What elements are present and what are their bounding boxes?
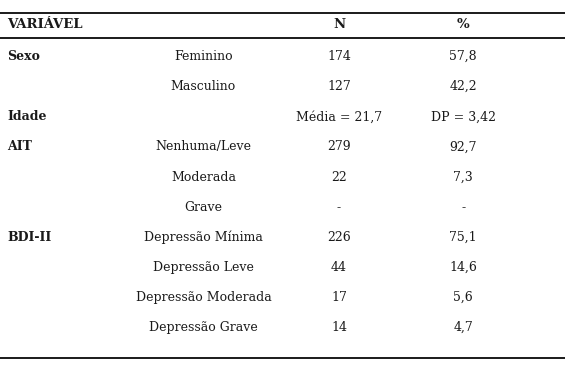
Text: 42,2: 42,2 [450,80,477,93]
Text: Depressão Grave: Depressão Grave [149,321,258,334]
Text: Grave: Grave [184,201,223,214]
Text: 174: 174 [327,50,351,63]
Text: DP = 3,42: DP = 3,42 [431,110,496,123]
Text: Média = 21,7: Média = 21,7 [296,110,382,123]
Text: %: % [457,18,470,31]
Text: 22: 22 [331,170,347,184]
Text: VARIÁVEL: VARIÁVEL [7,18,83,31]
Text: 17: 17 [331,291,347,304]
Text: 14: 14 [331,321,347,334]
Text: 279: 279 [327,141,351,153]
Text: 44: 44 [331,261,347,274]
Text: 226: 226 [327,231,351,244]
Text: -: - [461,201,466,214]
Text: Idade: Idade [7,110,47,123]
Text: -: - [337,201,341,214]
Text: Feminino: Feminino [174,50,233,63]
Text: 75,1: 75,1 [450,231,477,244]
Text: 5,6: 5,6 [454,291,473,304]
Text: 14,6: 14,6 [449,261,477,274]
Text: Nenhuma/Leve: Nenhuma/Leve [155,141,251,153]
Text: Masculino: Masculino [171,80,236,93]
Text: 7,3: 7,3 [454,170,473,184]
Text: 92,7: 92,7 [450,141,477,153]
Text: 57,8: 57,8 [450,50,477,63]
Text: Depressão Leve: Depressão Leve [153,261,254,274]
Text: 4,7: 4,7 [454,321,473,334]
Text: Sexo: Sexo [7,50,40,63]
Text: N: N [333,18,345,31]
Text: AIT: AIT [7,141,32,153]
Text: Moderada: Moderada [171,170,236,184]
Text: BDI-II: BDI-II [7,231,51,244]
Text: Depressão Moderada: Depressão Moderada [136,291,271,304]
Text: Depressão Mínima: Depressão Mínima [144,231,263,244]
Text: 127: 127 [327,80,351,93]
